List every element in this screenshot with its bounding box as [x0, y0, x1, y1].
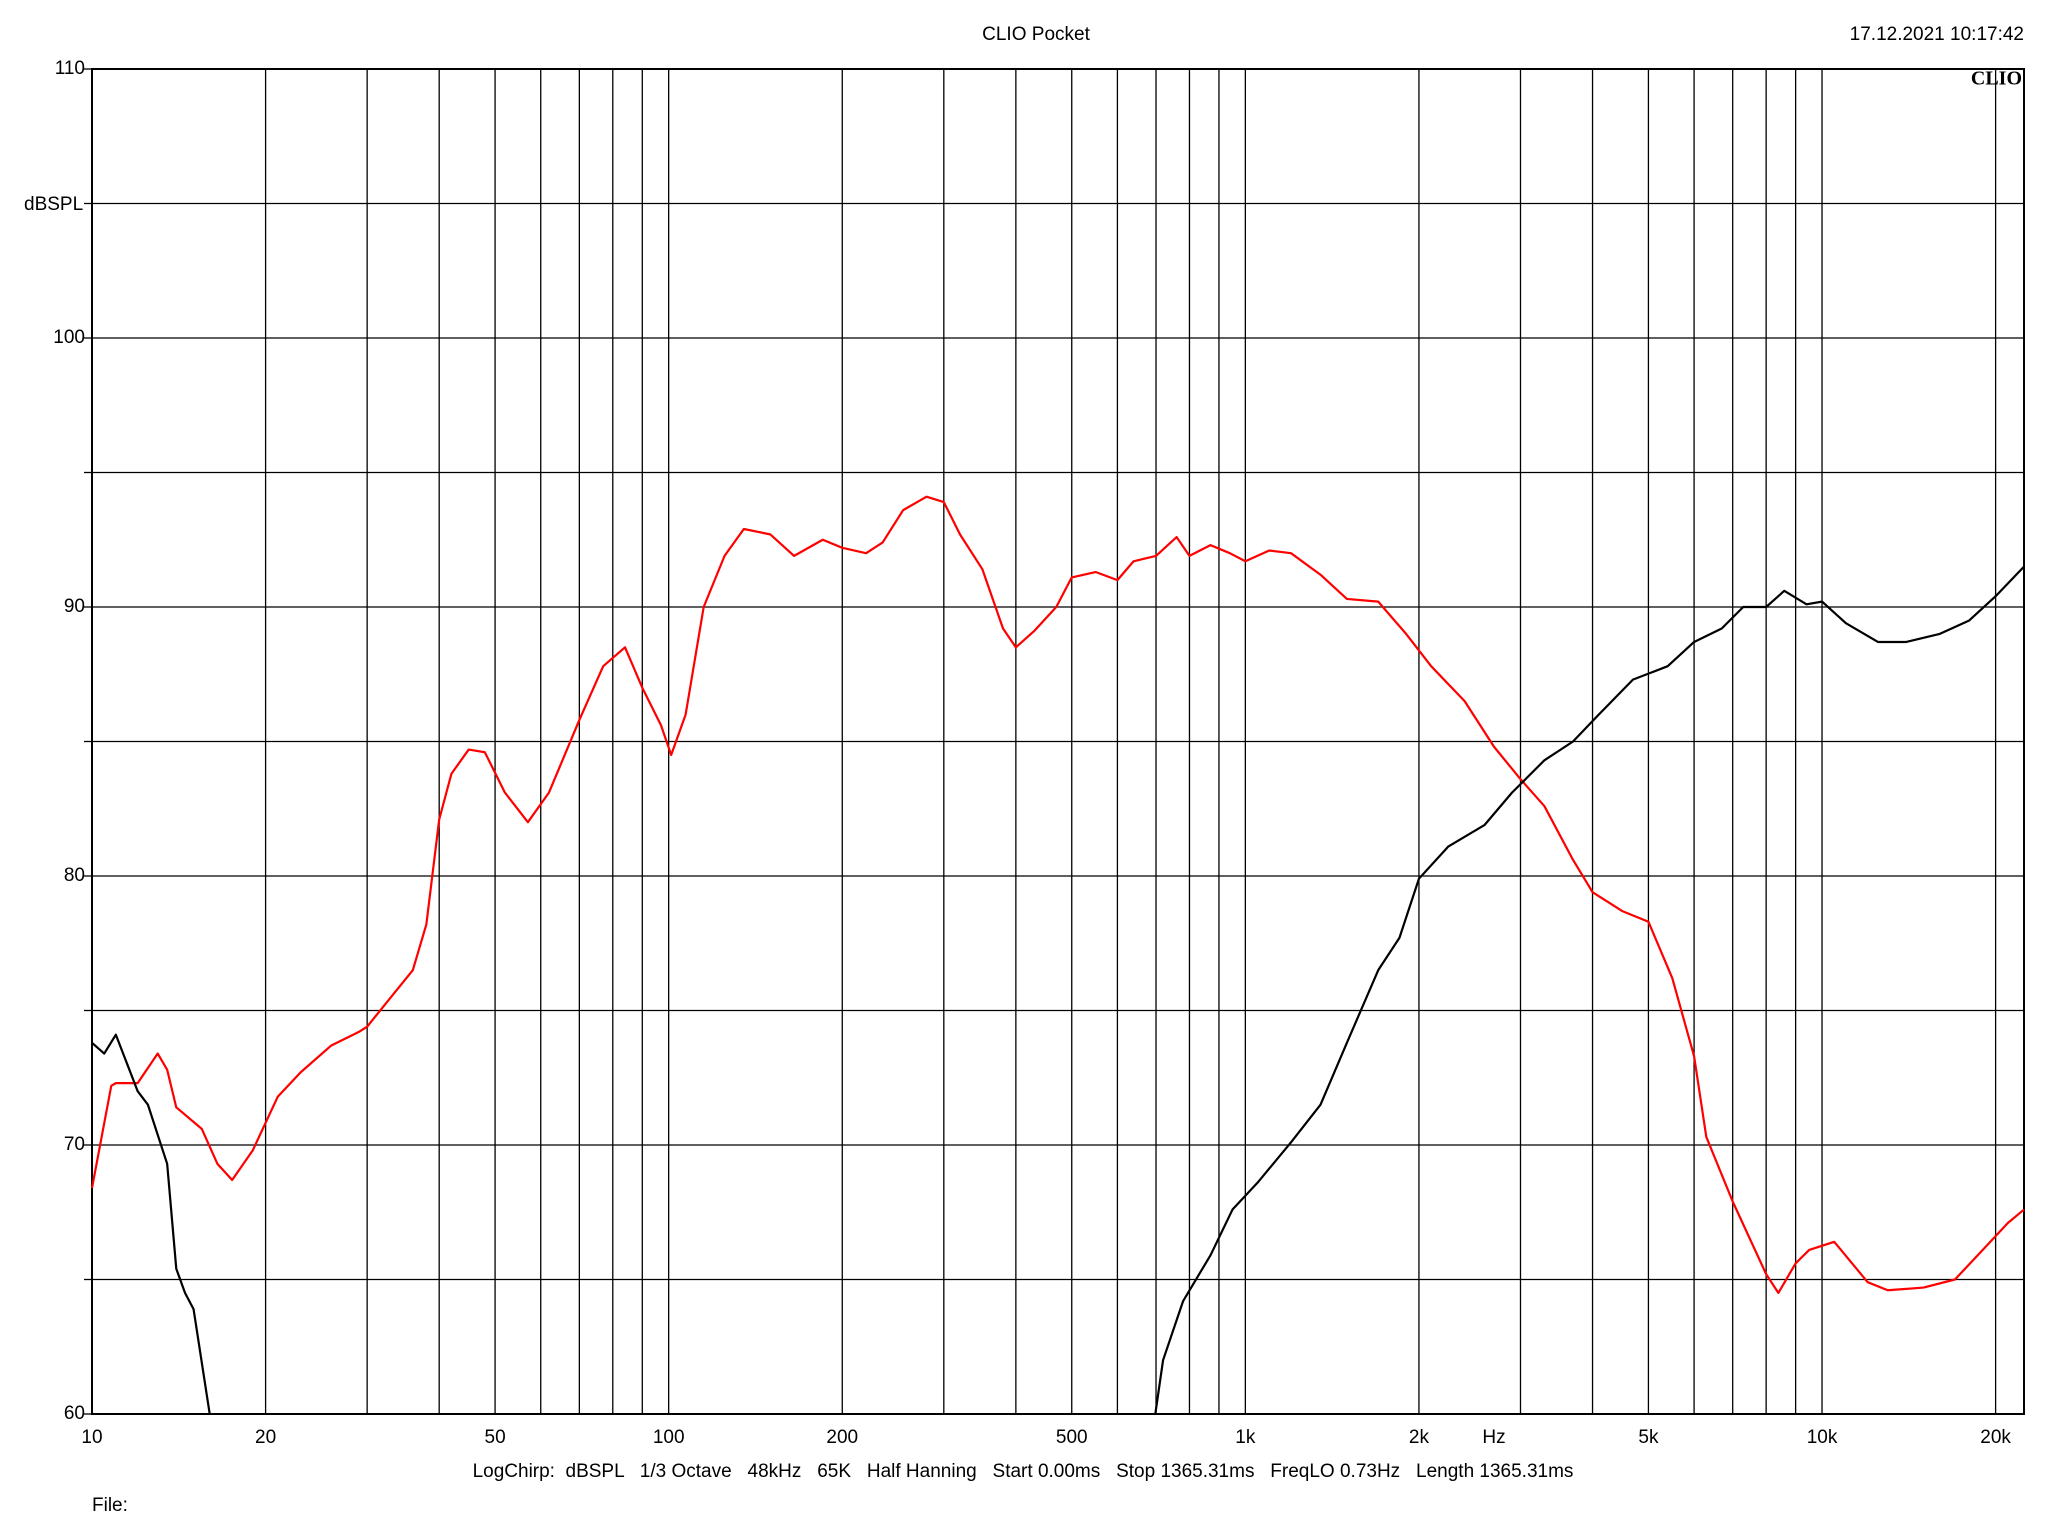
x-tick-label: 200 [826, 1427, 858, 1448]
x-tick-label: 20 [255, 1427, 276, 1448]
y-tick-label: 90 [64, 596, 85, 617]
y-axis-label: dBSPL [24, 194, 83, 215]
x-tick-label: 10k [1807, 1427, 1838, 1448]
y-tick-label: 70 [64, 1134, 85, 1155]
data-line [90, 495, 2025, 1295]
y-tick-label: 80 [64, 865, 85, 886]
chart-title: CLIO Pocket [982, 24, 1090, 45]
x-tick-label: 5k [1638, 1427, 1659, 1448]
data-line [91, 565, 2025, 1415]
footer: LogChirp: dBSPL 1/3 Octave 48kHz 65K Hal… [473, 1461, 1574, 1482]
x-tick-label: 500 [1056, 1427, 1088, 1448]
logo: CLIO [1971, 68, 2022, 90]
plot-frame [91, 68, 2025, 1415]
file-label: File: [92, 1495, 128, 1516]
x-tick-label: 10 [81, 1427, 102, 1448]
x-tick-label: 50 [485, 1427, 506, 1448]
x-tick-label: 1k [1235, 1427, 1256, 1448]
x-tick-label: 2k [1409, 1427, 1430, 1448]
x-tick-label: 100 [653, 1427, 685, 1448]
y-tick-label: 100 [53, 327, 85, 348]
x-tick-label: 20k [1980, 1427, 2011, 1448]
y-tick-label: 60 [64, 1403, 85, 1424]
y-tick-label: 110 [55, 58, 85, 79]
x-axis-label: Hz [1482, 1427, 1505, 1448]
timestamp: 17.12.2021 10:17:42 [1850, 24, 2024, 45]
